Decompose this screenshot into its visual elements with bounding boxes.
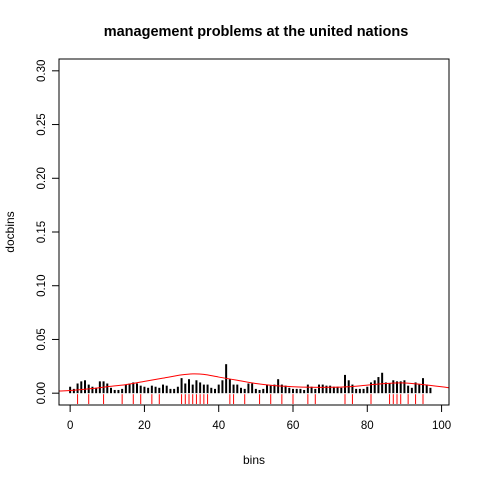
y-tick-label: 0.30 (36, 60, 48, 82)
x-tick-label: 80 (361, 420, 374, 432)
plot-frame (58, 58, 450, 406)
density-curve (59, 373, 449, 392)
bars (69, 364, 432, 394)
y-tick-label: 0.25 (36, 113, 48, 135)
y-tick-label: 0.05 (36, 328, 48, 350)
y-tick-label: 0.20 (36, 167, 48, 189)
x-tick-label: 100 (432, 420, 451, 432)
y-tick-label: 0.00 (36, 382, 48, 404)
x-axis-label: bins (243, 453, 265, 467)
y-tick-label: 0.15 (36, 221, 48, 243)
x-tick-label: 20 (138, 420, 151, 432)
y-axis-label: docbins (3, 211, 17, 252)
x-axis: 0 20 40 60 80 100 (67, 404, 451, 432)
chart-title: management problems at the united nation… (104, 24, 409, 40)
y-axis: 0.00 0.05 0.10 0.15 0.20 0.25 0.30 (36, 60, 60, 404)
rug (77, 394, 424, 404)
x-tick-label: 40 (212, 420, 225, 432)
y-tick-label: 0.10 (36, 275, 48, 297)
x-tick-label: 60 (287, 420, 300, 432)
x-tick-label: 0 (67, 420, 73, 432)
